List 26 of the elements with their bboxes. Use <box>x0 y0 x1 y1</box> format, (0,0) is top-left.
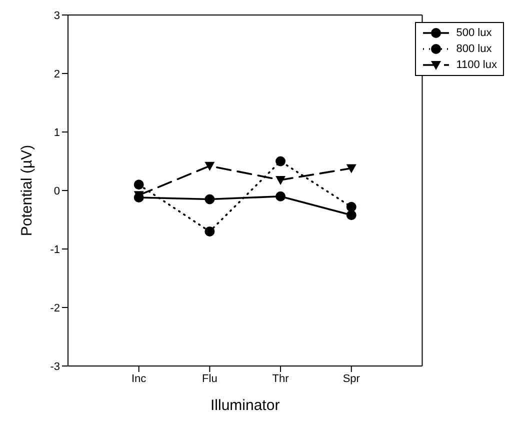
y-tick-label: -1 <box>50 244 60 256</box>
x-tick-label: Thr <box>272 372 290 385</box>
legend-label: 1100 lux <box>456 58 497 73</box>
x-tick-label: Spr <box>342 372 360 385</box>
point <box>134 180 144 190</box>
point <box>276 176 286 185</box>
legend-label: 500 lux <box>456 26 492 41</box>
y-tick-label: -2 <box>50 302 60 314</box>
y-tick-label: 3 <box>54 10 60 22</box>
y-tick-label: 0 <box>54 185 60 198</box>
point <box>204 194 215 204</box>
point <box>204 226 215 236</box>
legend-label: 800 lux <box>456 42 492 57</box>
point <box>276 191 286 202</box>
point <box>204 162 215 171</box>
point <box>346 210 356 220</box>
x-tick-label: Inc <box>132 372 147 385</box>
y-axis-title: Potential (µV) <box>18 144 36 236</box>
y-tick-label: 2 <box>54 68 60 80</box>
point <box>346 164 356 174</box>
point <box>346 202 356 212</box>
x-axis-title: Illuminator <box>210 397 280 414</box>
y-tick-label: -3 <box>50 360 60 373</box>
y-tick-label: 1 <box>54 126 60 139</box>
point <box>276 156 286 166</box>
x-tick-label: Flu <box>202 372 218 385</box>
